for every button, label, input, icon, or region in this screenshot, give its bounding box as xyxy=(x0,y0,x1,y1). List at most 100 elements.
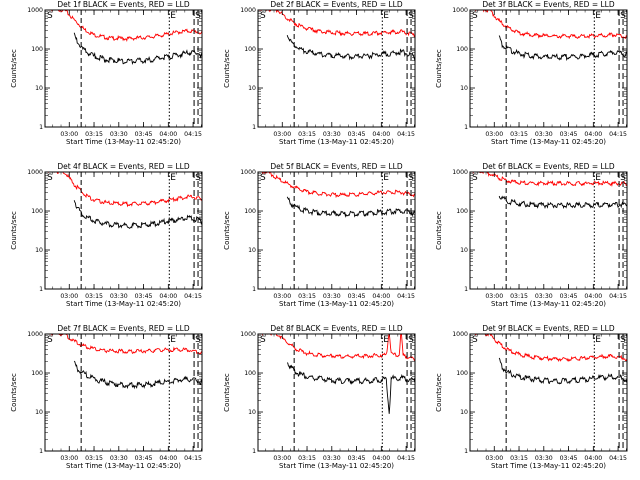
chart-7-frame xyxy=(44,333,203,452)
chart-5-frame xyxy=(257,171,416,290)
chart-3: Det 3f BLACK = Events, RED = LLD S E S 1 10 10… xyxy=(435,0,628,146)
chart-1-xlabel: Start Time (13-May-11 02:45:20) xyxy=(66,138,181,146)
chart-2-xtick-label: 04:00 xyxy=(372,131,390,138)
chart-8-ytick-label: 1 xyxy=(252,448,256,455)
chart-3-title: Det 3f BLACK = Events, RED = LLD xyxy=(482,0,615,9)
chart-6-xtick-label: 03:15 xyxy=(510,293,528,300)
chart-9-xtick-label: 03:15 xyxy=(510,455,528,462)
chart-8-ytick-label: 100 xyxy=(244,370,256,377)
chart-2-xtick-label: 03:00 xyxy=(273,131,291,138)
chart-2-series-lld-line xyxy=(258,10,415,38)
chart-4-xtick-label: 03:15 xyxy=(85,293,103,300)
chart-2-series-events-line xyxy=(286,34,415,62)
chart-7-title: Det 7f BLACK = Events, RED = LLD xyxy=(57,324,190,333)
chart-8-xtick-label: 04:15 xyxy=(397,455,415,462)
chart-8-marker-2: E xyxy=(383,335,389,345)
chart-9-xtick-label: 04:15 xyxy=(609,455,627,462)
chart-4-xtick-label: 04:15 xyxy=(184,293,202,300)
chart-8-ytick-label: 1000 xyxy=(240,331,256,338)
chart-6-xlabel: Start Time (13-May-11 02:45:20) xyxy=(491,300,606,308)
chart-3-ytick-label: 100 xyxy=(456,46,468,53)
chart-2-ytick-label: 100 xyxy=(244,46,256,53)
chart-9-marker-1: S xyxy=(472,335,478,345)
chart-9-xlabel: Start Time (13-May-11 02:45:20) xyxy=(491,462,606,470)
chart-3-ytick-label: 1000 xyxy=(452,7,468,14)
chart-4-ytick-label: 100 xyxy=(31,208,43,215)
chart-7-xtick-label: 03:30 xyxy=(110,455,128,462)
chart-6-marker-3: S xyxy=(620,173,626,183)
chart-7-xtick-label: 03:00 xyxy=(60,455,78,462)
chart-4-marker-1: S xyxy=(47,173,53,183)
chart-9-marker-2: E xyxy=(595,335,601,345)
chart-3-xtick-label: 03:00 xyxy=(485,131,503,138)
chart-5-xlabel: Start Time (13-May-11 02:45:20) xyxy=(279,300,394,308)
chart-8-xtick-label: 03:30 xyxy=(323,455,341,462)
chart-5-xtick-label: 03:00 xyxy=(273,293,291,300)
chart-1-xtick-label: 04:15 xyxy=(184,131,202,138)
chart-5-series-lld-line xyxy=(261,172,415,199)
chart-1-xtick-label: 03:15 xyxy=(85,131,103,138)
chart-9-marker-3: S xyxy=(620,335,626,345)
chart-2-xtick-label: 03:45 xyxy=(348,131,366,138)
chart-3-marker-2: E xyxy=(595,11,601,21)
chart-4-series-lld-line xyxy=(46,172,202,208)
chart-6-xtick-label: 03:45 xyxy=(560,293,578,300)
chart-7-ytick-label: 1000 xyxy=(27,331,43,338)
chart-2-frame xyxy=(257,9,416,128)
chart-9-ytick-label: 100 xyxy=(456,370,468,377)
chart-1-frame xyxy=(44,9,203,128)
chart-9-xtick-label: 04:00 xyxy=(584,455,602,462)
chart-9-ytick-label: 1000 xyxy=(452,331,468,338)
chart-6-xtick-label: 03:00 xyxy=(485,293,503,300)
chart-8-title: Det 8f BLACK = Events, RED = LLD xyxy=(270,324,403,333)
chart-7-ytick-label: 100 xyxy=(31,370,43,377)
chart-6-ytick-label: 1000 xyxy=(452,169,468,176)
chart-2-xtick-label: 04:15 xyxy=(397,131,415,138)
chart-5-xtick-label: 03:30 xyxy=(323,293,341,300)
chart-8-ylabel: Counts/sec xyxy=(223,373,231,412)
chart-7-ylabel: Counts/sec xyxy=(10,373,18,412)
chart-4-xtick-label: 03:45 xyxy=(135,293,153,300)
chart-5-xtick-label: 03:45 xyxy=(348,293,366,300)
chart-4-marker-2: E xyxy=(170,173,176,183)
chart-1-ytick-label: 10 xyxy=(35,85,43,92)
chart-7: Det 7f BLACK = Events, RED = LLD S E S 1 10 10… xyxy=(10,324,203,470)
chart-7-series-lld-line xyxy=(49,334,202,355)
chart-4-title: Det 4f BLACK = Events, RED = LLD xyxy=(57,162,190,171)
chart-7-xtick-label: 04:00 xyxy=(159,455,177,462)
chart-8-xtick-label: 03:15 xyxy=(298,455,316,462)
chart-8-xtick-label: 03:45 xyxy=(348,455,366,462)
chart-3-xtick-label: 04:15 xyxy=(609,131,627,138)
chart-1: Det 1f BLACK = Events, RED = LLD S E S 1 10 10… xyxy=(10,0,203,146)
chart-6-series-lld-line xyxy=(470,172,627,188)
chart-3-series-events-line xyxy=(498,35,627,61)
chart-1-xtick-label: 04:00 xyxy=(159,131,177,138)
chart-4-ytick-label: 10 xyxy=(35,247,43,254)
chart-1-ylabel: Counts/sec xyxy=(10,49,18,88)
chart-3-xtick-label: 04:00 xyxy=(584,131,602,138)
chart-2-xtick-label: 03:15 xyxy=(298,131,316,138)
chart-5-title: Det 5f BLACK = Events, RED = LLD xyxy=(270,162,403,171)
chart-6-ytick-label: 10 xyxy=(460,247,468,254)
chart-1-xtick-label: 03:00 xyxy=(60,131,78,138)
chart-9: Det 9f BLACK = Events, RED = LLD S E S 1 10 10… xyxy=(435,324,628,470)
chart-8-series-lld-line xyxy=(258,334,415,362)
chart-3-frame xyxy=(469,9,628,128)
chart-6-ytick-label: 100 xyxy=(456,208,468,215)
chart-5-ytick-label: 1000 xyxy=(240,169,256,176)
chart-5-ytick-label: 100 xyxy=(244,208,256,215)
chart-1-marker-1: S xyxy=(47,11,53,21)
chart-2-ylabel: Counts/sec xyxy=(223,49,231,88)
chart-8-ytick-label: 10 xyxy=(248,409,256,416)
chart-6-marker-1: S xyxy=(472,173,478,183)
chart-4-series-events-line xyxy=(73,200,202,229)
chart-4-ytick-label: 1000 xyxy=(27,169,43,176)
chart-1-xtick-label: 03:45 xyxy=(135,131,153,138)
chart-2-ytick-label: 10 xyxy=(248,85,256,92)
chart-8-xlabel: Start Time (13-May-11 02:45:20) xyxy=(279,462,394,470)
chart-1-ytick-label: 100 xyxy=(31,46,43,53)
chart-7-marker-1: S xyxy=(47,335,53,345)
chart-5-xtick-label: 04:15 xyxy=(397,293,415,300)
chart-3-xtick-label: 03:30 xyxy=(535,131,553,138)
